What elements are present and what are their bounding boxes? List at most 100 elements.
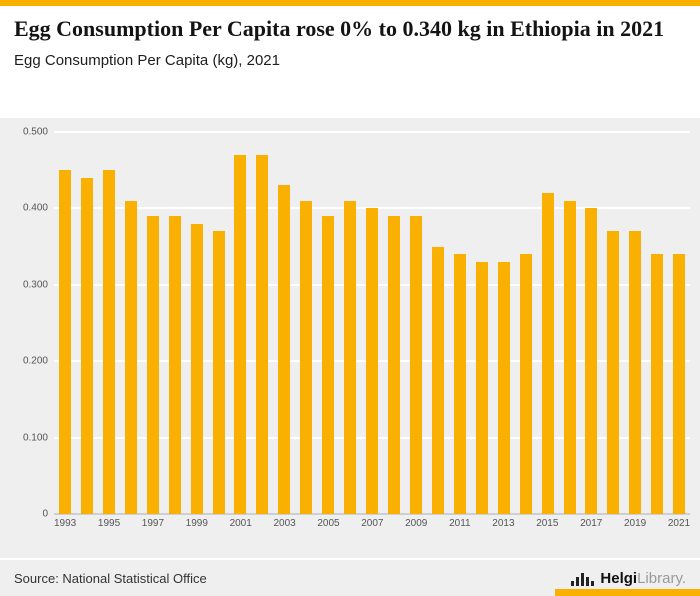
logo-text-light: Library. [637, 569, 686, 587]
chart-subtitle: Egg Consumption Per Capita (kg), 2021 [14, 51, 280, 69]
bar-slot [142, 132, 164, 514]
bar-2016 [563, 200, 576, 514]
x-axis-tick-label [340, 516, 362, 532]
bottom-accent-strip [555, 589, 700, 596]
x-axis-labels: 1993 1995 1997 1999 2001 2003 2005 2007 2009 2011… [54, 516, 690, 532]
bar-slot [581, 132, 603, 514]
x-axis-tick-label [646, 516, 668, 532]
x-axis-tick-label: 2015 [536, 518, 559, 529]
bar-2004 [300, 200, 313, 514]
y-axis-tick-label: 0 [42, 508, 48, 520]
bar-slot [624, 132, 646, 514]
x-axis-tick-label [296, 516, 318, 532]
bar-2005 [322, 216, 335, 514]
y-axis-tick-label: 0.300 [22, 279, 48, 291]
bar-slot [646, 132, 668, 514]
bar-2012 [475, 261, 488, 514]
bar-2008 [388, 216, 401, 514]
x-axis-tick-label: 2017 [580, 518, 603, 529]
x-axis-baseline: 0 [42, 509, 690, 520]
bar-slot [361, 132, 383, 514]
x-axis-tick-label [208, 516, 230, 532]
source-label: Source: National Statistical Office [14, 570, 207, 586]
plot-area: 0 0.100 0.200 0.300 0.400 0.500 [23, 127, 690, 520]
bar-slot [251, 132, 273, 514]
bar-slot [120, 132, 142, 514]
bar-slot [515, 132, 537, 514]
helgi-library-logo[interactable]: HelgiLibrary. [571, 571, 686, 586]
bar-2010 [431, 246, 444, 514]
x-axis-tick-label: 2009 [405, 518, 428, 529]
x-axis-tick-label [164, 516, 186, 532]
bars-container [54, 132, 690, 514]
bar-2006 [344, 200, 357, 514]
bar-2013 [497, 261, 510, 514]
x-axis-tick-label [515, 516, 537, 532]
x-axis-tick-label [76, 516, 98, 532]
bar-slot [471, 132, 493, 514]
bar-2009 [409, 216, 422, 514]
x-axis-tick-label [252, 516, 274, 532]
y-axis-tick-label: 0.200 [22, 355, 48, 367]
x-axis-tick-label: 2005 [317, 518, 340, 529]
bar-2001 [234, 154, 247, 514]
bar-2000 [212, 231, 225, 514]
bar-2002 [256, 154, 269, 514]
bar-2015 [541, 193, 554, 514]
bar-2021 [673, 254, 686, 514]
helgi-logo-icon [571, 571, 595, 586]
bar-2017 [585, 208, 598, 514]
x-axis-tick-label [558, 516, 580, 532]
bar-slot [339, 132, 361, 514]
bar-slot [230, 132, 252, 514]
bar-2003 [278, 185, 291, 514]
x-axis-tick-label: 2007 [361, 518, 384, 529]
x-axis-tick-label: 2003 [273, 518, 296, 529]
bar-slot [493, 132, 515, 514]
chart-section: 0 0.100 0.200 0.300 0.400 0.500 1993 1995 1997 1… [0, 118, 700, 558]
x-axis-tick-label: 1993 [54, 518, 77, 529]
bar-slot [164, 132, 186, 514]
x-axis-tick-label: 2001 [229, 518, 252, 529]
bar-2018 [607, 231, 620, 514]
bar-slot [537, 132, 559, 514]
chart-header: Egg Consumption Per Capita rose 0% to 0.… [0, 6, 700, 118]
footer: Source: National Statistical Office Helg… [0, 558, 700, 596]
bar-slot [383, 132, 405, 514]
gridline: 0.500 [23, 127, 690, 138]
bar-1999 [190, 223, 203, 514]
bar-slot [273, 132, 295, 514]
bar-2007 [366, 208, 379, 514]
bar-slot [98, 132, 120, 514]
x-axis-tick-label: 1995 [97, 518, 121, 529]
bar-2011 [453, 254, 466, 514]
x-axis-tick-label: 2013 [492, 518, 515, 529]
bar-2014 [519, 254, 532, 514]
bar-slot [602, 132, 624, 514]
x-axis-tick-label: 2019 [623, 518, 647, 529]
x-axis-tick-label [471, 516, 493, 532]
x-axis-tick-label: 1999 [185, 518, 208, 529]
bar-slot [427, 132, 449, 514]
bar-slot [559, 132, 581, 514]
bar-slot [295, 132, 317, 514]
bar-slot [54, 132, 76, 514]
bar-slot [208, 132, 230, 514]
helgi-logo-text: HelgiLibrary. [600, 571, 686, 586]
bar-1996 [124, 200, 137, 514]
bar-2020 [651, 254, 664, 514]
x-axis-tick-label: 2011 [449, 518, 471, 529]
chart-title: Egg Consumption Per Capita rose 0% to 0.… [14, 16, 665, 41]
y-axis-tick-label: 0.400 [22, 202, 48, 214]
bar-slot [449, 132, 471, 514]
x-axis-tick-label: 2021 [667, 518, 691, 529]
bar-slot [405, 132, 427, 514]
bar-slot [186, 132, 208, 514]
x-axis-tick-label [602, 516, 624, 532]
x-axis-tick-label [383, 516, 405, 532]
logo-text-bold: Helgi [600, 569, 638, 587]
x-axis-tick-label [427, 516, 449, 532]
bar-1997 [146, 216, 159, 514]
bar-slot [76, 132, 98, 514]
bar-slot [317, 132, 339, 514]
